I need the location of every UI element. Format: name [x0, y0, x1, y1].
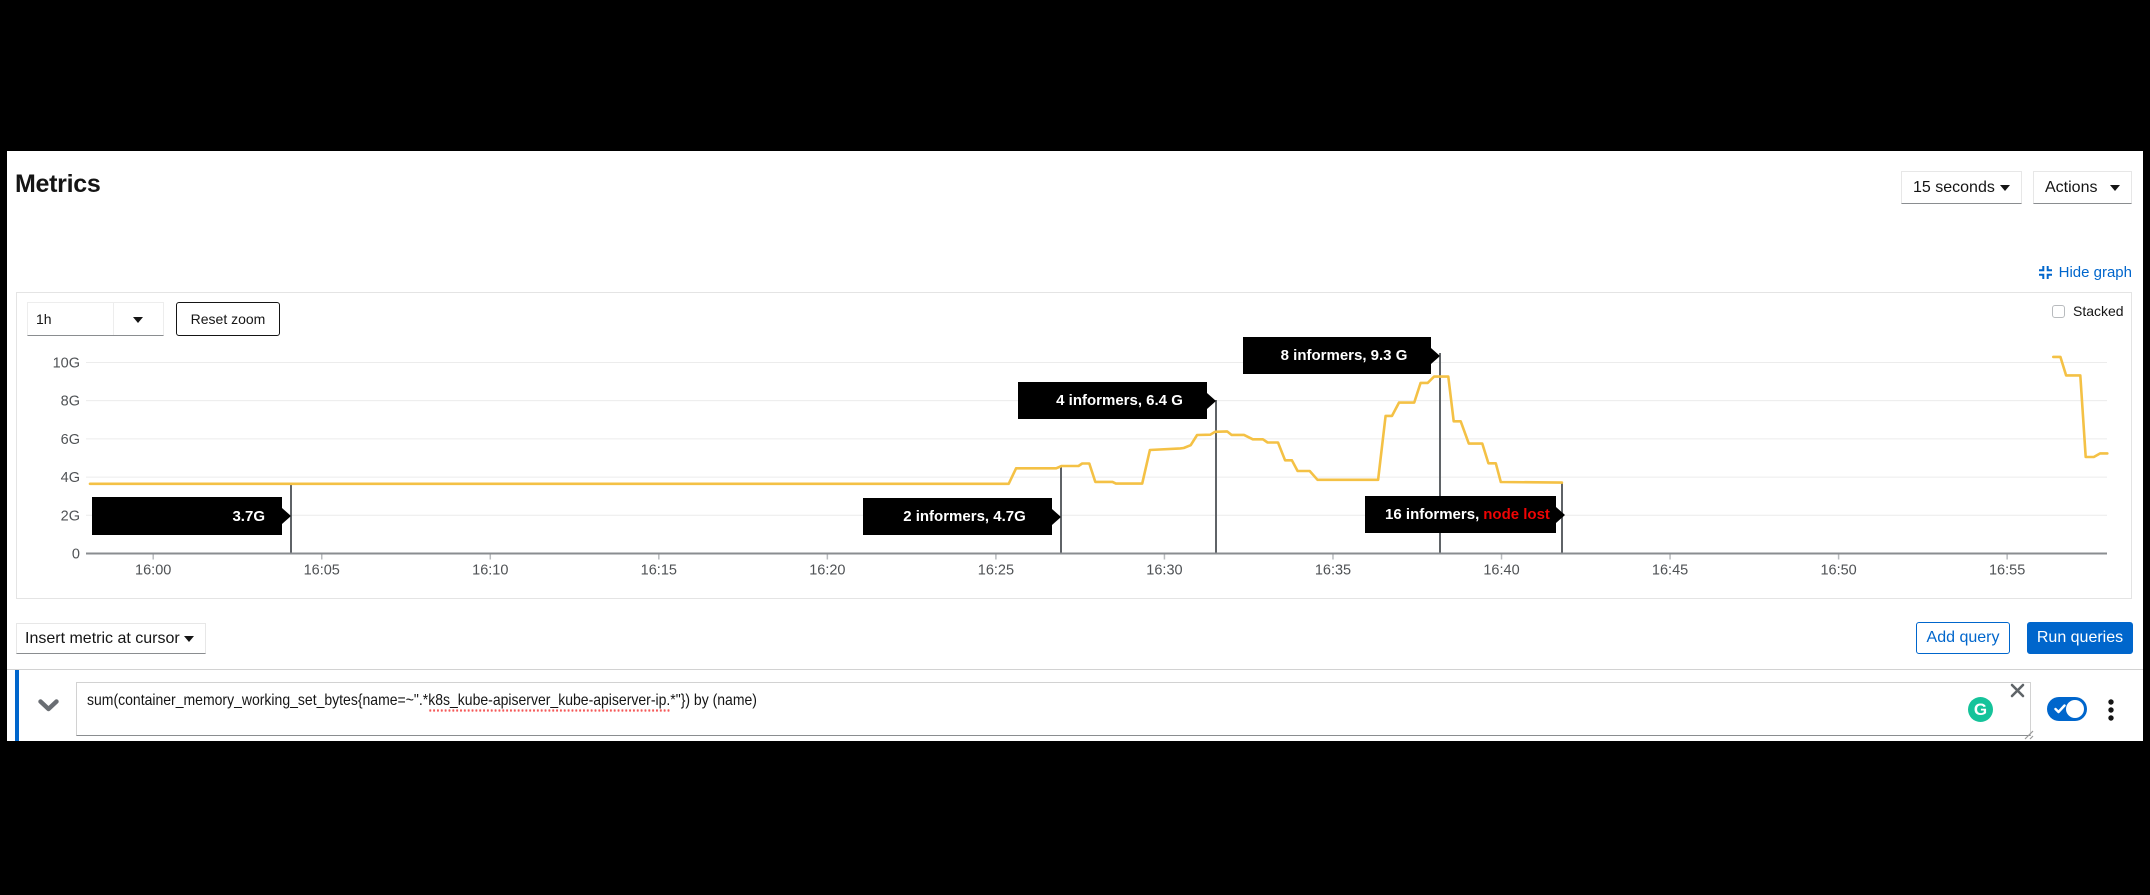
x-tick-label: 16:55 [1989, 563, 2025, 579]
spellcheck-underline: k8s_kube-apiserver_kube-apiserver-ip. [428, 692, 671, 712]
timespan-value: 1h [36, 311, 52, 327]
y-tick-label: 10G [53, 355, 80, 371]
x-tick-label: 16:00 [135, 563, 171, 579]
close-icon [2010, 683, 2024, 698]
timespan-select[interactable]: 1h [27, 302, 164, 336]
kebab-menu-button[interactable] [2097, 693, 2125, 731]
chevron-down-icon [2110, 184, 2120, 191]
x-tick-label: 16:35 [1315, 563, 1351, 579]
chevron-down-icon [2000, 184, 2010, 191]
actions-dropdown-label: Actions [2045, 178, 2098, 196]
chart-annotation: 3.7G [92, 497, 291, 535]
x-tick-label: 16:10 [472, 563, 508, 579]
stacked-checkbox[interactable] [2052, 304, 2065, 318]
page-title: Metrics [15, 170, 101, 198]
hide-graph-label: Hide graph [2058, 263, 2132, 281]
kebab-menu-icon [2108, 699, 2114, 721]
query-enabled-toggle[interactable] [2047, 697, 2087, 721]
annotation-arrow [1052, 508, 1061, 525]
series-line [88, 375, 1564, 486]
add-query-button[interactable]: Add query [1916, 622, 2010, 654]
chevron-down-icon [133, 317, 143, 323]
y-tick-label: 8G [61, 394, 80, 410]
chart-annotation: 4 informers, 6.4 G [1018, 382, 1216, 419]
textarea-resize-handle[interactable] [2022, 727, 2034, 740]
chart-annotation: 2 informers, 4.7G [863, 498, 1061, 535]
refresh-interval-select[interactable]: 15 seconds [1901, 171, 2022, 204]
x-tick-label: 16:20 [809, 563, 845, 579]
chart-annotation: 16 informers, node lost [1365, 496, 1565, 533]
run-queries-button[interactable]: Run queries [2027, 622, 2133, 654]
y-tick-label: 6G [61, 432, 80, 448]
metrics-page: Metrics 15 seconds Actions Hide graph 16… [7, 151, 2143, 741]
query-row: sum(container_memory_working_set_bytes{n… [7, 670, 2143, 741]
insert-metric-select[interactable]: Insert metric at cursor [16, 623, 206, 654]
insert-metric-label: Insert metric at cursor [25, 629, 180, 647]
x-tick-label: 16:45 [1652, 563, 1688, 579]
compress-icon [2038, 265, 2052, 279]
reset-zoom-button[interactable]: Reset zoom [176, 302, 280, 336]
refresh-interval-value: 15 seconds [1913, 178, 1995, 196]
annotation-arrow [1431, 347, 1440, 364]
annotation-arrow [282, 508, 291, 524]
select-divider [113, 303, 114, 335]
expanded-row-indicator [15, 670, 19, 741]
query-row-separator [7, 669, 2143, 670]
metrics-line-chart[interactable]: 16:00 16:05 16:10 16:15 16:20 16:25 16:30 16:35… [16, 292, 2132, 599]
x-tick-label: 16:15 [641, 563, 677, 579]
x-tick-label: 16:30 [1146, 563, 1182, 579]
x-tick-label: 16:25 [978, 563, 1014, 579]
chevron-down-icon [184, 635, 194, 642]
x-tick-label: 16:50 [1820, 563, 1856, 579]
chart-annotation: 8 informers, 9.3 G [1243, 337, 1440, 374]
annotation-arrow [1207, 392, 1216, 409]
collapse-query-button[interactable] [31, 692, 65, 722]
stacked-checkbox-group[interactable]: Stacked [2052, 303, 2124, 319]
stacked-label: Stacked [2073, 303, 2124, 319]
toggle-knob [2066, 700, 2084, 718]
query-expression: sum(container_memory_working_set_bytes{n… [87, 692, 757, 712]
clear-query-button[interactable] [2003, 679, 2031, 705]
actions-dropdown[interactable]: Actions [2033, 171, 2132, 204]
series-line [2052, 355, 2109, 459]
chevron-down-icon [37, 699, 59, 712]
annotation-arrow [1556, 506, 1565, 523]
hide-graph-link[interactable]: Hide graph [2038, 263, 2132, 281]
x-tick-label: 16:40 [1483, 563, 1519, 579]
y-tick-label: 2G [61, 508, 80, 524]
check-icon [2054, 704, 2066, 714]
annotation-accent-text: node lost [1483, 506, 1550, 523]
x-tick-label: 16:05 [304, 563, 340, 579]
chart-card [16, 292, 2132, 599]
y-tick-label: 4G [61, 470, 80, 486]
query-input[interactable]: sum(container_memory_working_set_bytes{n… [76, 682, 2031, 736]
y-tick-label: 0 [72, 547, 80, 563]
grammarly-icon[interactable]: G [1968, 697, 1993, 722]
